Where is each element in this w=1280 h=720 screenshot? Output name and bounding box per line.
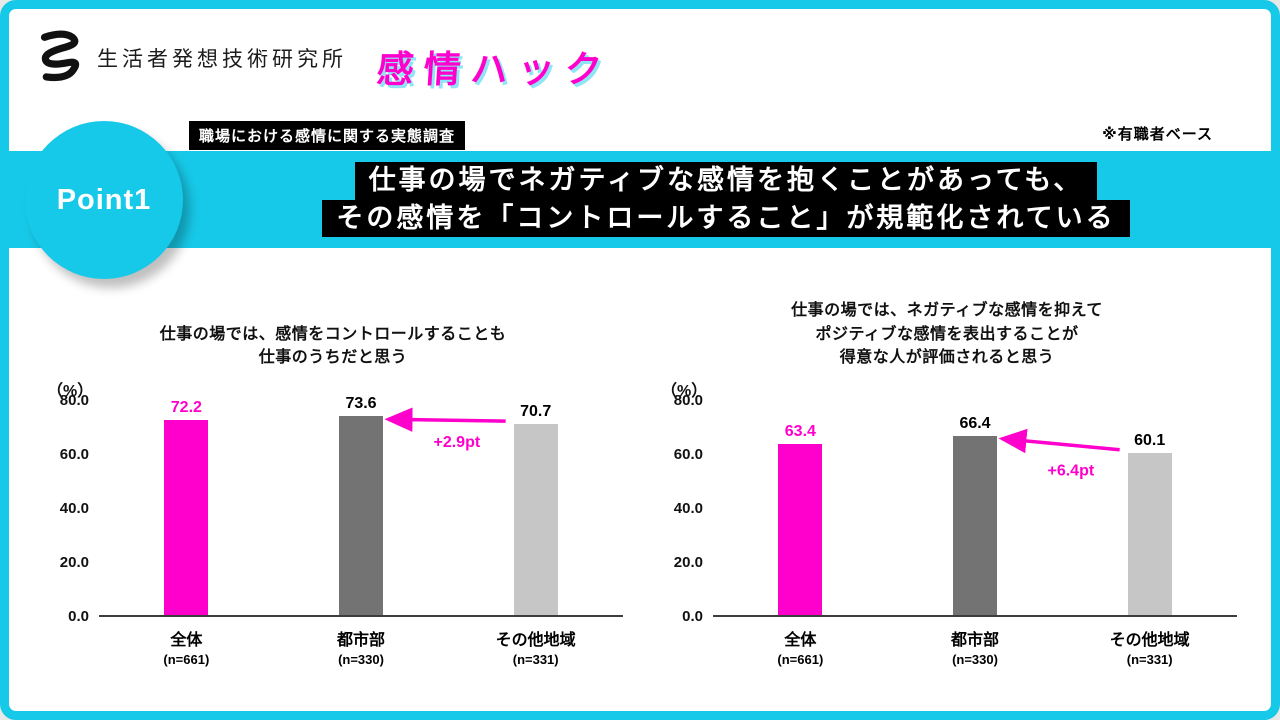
category-label: 全体 xyxy=(170,632,203,649)
institute-logo-icon xyxy=(40,30,80,82)
sample-size-label: (n=661) xyxy=(777,652,824,667)
sample-size-label: (n=331) xyxy=(1126,652,1173,667)
bar-value-label: 66.4 xyxy=(959,414,991,432)
bar-chart-positive-expression: 仕事の場では、ネガティブな感情を抑えて ポジティブな感情を表出することが 得意な人が… xyxy=(657,295,1237,667)
category-label-group: その他地域 (n=331) xyxy=(1062,626,1237,667)
y-tick-label: 40.0 xyxy=(59,500,89,517)
y-axis: 0.0 20.0 40.0 60.0 80.0 xyxy=(43,392,99,625)
sample-size-label: (n=330) xyxy=(338,652,384,667)
sample-size-label: (n=331) xyxy=(512,652,559,667)
point-number-badge: Point1 xyxy=(25,121,183,279)
category-label-group: 都市部 (n=330) xyxy=(274,626,449,667)
x-axis: 全体 (n=661) 都市部 (n=330) その他地域 (n=331) xyxy=(713,626,1237,667)
plot-area: 72.2 73.6 70.7 +2.9pt xyxy=(99,395,623,617)
headline-line-1: 仕事の場でネガティブな感情を抱くことがあっても、 xyxy=(354,162,1098,200)
y-axis-unit-label: （%） xyxy=(661,383,708,400)
category-label-group: 全体 (n=661) xyxy=(713,626,888,667)
bar-slot: 72.2 xyxy=(99,399,274,615)
y-tick-label: 40.0 xyxy=(673,500,703,517)
plot-row: 0.0 20.0 40.0 60.0 80.0 63.4 66.4 60.1 +6.4pt xyxy=(657,392,1237,625)
y-tick-label: 60.0 xyxy=(673,446,703,463)
bar-value-label: 60.1 xyxy=(1134,431,1166,449)
plot-area: 63.4 66.4 60.1 +6.4pt xyxy=(713,401,1237,617)
bar-slot: 60.1 xyxy=(1062,432,1237,615)
plot-row: 0.0 20.0 40.0 60.0 80.0 72.2 73.6 70.7 +2.9pt xyxy=(43,392,623,625)
chart-title-line: ポジティブな感情を表出することが xyxy=(815,325,1079,343)
headline-line-2: その感情を「コントロールすること」が規範化されている xyxy=(322,199,1130,237)
bar-slot: 70.7 xyxy=(448,403,623,615)
category-label-group: 全体 (n=661) xyxy=(99,626,274,667)
bar-全体 xyxy=(164,420,209,615)
chart-title: 仕事の場では、ネガティブな感情を抑えて ポジティブな感情を表出することが 得意な人が… xyxy=(657,295,1237,369)
y-tick-label: 20.0 xyxy=(673,554,703,571)
survey-title-badge: 職場における感情に関する実態調査 xyxy=(189,121,466,150)
y-tick-label: 80.0 xyxy=(59,392,89,409)
sample-size-label: (n=330) xyxy=(952,652,998,667)
header: 生活者発想技術研究所 xyxy=(31,27,347,89)
brand-logo: 感情ハック xyxy=(375,49,614,90)
bar-全体 xyxy=(778,443,823,615)
category-label: 都市部 xyxy=(951,632,1000,649)
charts-row: 仕事の場では、感情をコントロールすることも 仕事のうちだと思う （%） 0.0 20… xyxy=(9,295,1271,667)
category-label-group: その他地域 (n=331) xyxy=(448,626,623,667)
bar-value-label: 73.6 xyxy=(345,395,377,413)
y-tick-label: 80.0 xyxy=(673,392,703,409)
bar-slot: 73.6 xyxy=(274,395,449,615)
y-tick-label: 0.0 xyxy=(68,608,89,625)
chart-title-line: 仕事の場では、ネガティブな感情を抑えて xyxy=(791,302,1103,320)
y-tick-label: 20.0 xyxy=(59,554,89,571)
y-tick-label: 0.0 xyxy=(682,608,703,625)
bar-slot: 66.4 xyxy=(888,415,1063,615)
headline: 仕事の場でネガティブな感情を抱くことがあっても、 その感情を「コントロールするこ… xyxy=(181,162,1271,237)
category-label: 都市部 xyxy=(337,632,386,649)
sample-size-label: (n=661) xyxy=(163,652,210,667)
sample-base-note: ※有職者ベース xyxy=(1102,126,1213,143)
bar-chart-control-norm: 仕事の場では、感情をコントロールすることも 仕事のうちだと思う （%） 0.0 20… xyxy=(43,295,623,667)
y-tick-label: 60.0 xyxy=(59,446,89,463)
bar-その他地域 xyxy=(513,424,558,615)
bar-value-label: 72.2 xyxy=(170,399,202,417)
bar-都市部 xyxy=(339,416,383,615)
category-label-group: 都市部 (n=330) xyxy=(888,626,1063,667)
y-axis-unit-label: （%） xyxy=(47,383,94,400)
chart-title-line: 得意な人が評価されると思う xyxy=(839,348,1055,366)
category-label: その他地域 xyxy=(1109,632,1190,649)
chart-title-line: 仕事の場では、感情をコントロールすることも xyxy=(159,325,507,343)
chart-title-line: 仕事のうちだと思う xyxy=(258,348,408,366)
category-label: その他地域 xyxy=(495,632,576,649)
category-label: 全体 xyxy=(784,632,817,649)
bar-都市部 xyxy=(953,435,997,615)
bar-value-label: 70.7 xyxy=(520,403,552,421)
chart-title: 仕事の場では、感情をコントロールすることも 仕事のうちだと思う xyxy=(43,295,623,369)
point-banner: 仕事の場でネガティブな感情を抱くことがあっても、 その感情を「コントロールするこ… xyxy=(9,151,1271,248)
institute-name: 生活者発想技術研究所 xyxy=(97,48,347,71)
bar-slot: 63.4 xyxy=(713,423,888,615)
bar-その他地域 xyxy=(1127,452,1172,615)
y-axis: 0.0 20.0 40.0 60.0 80.0 xyxy=(657,392,713,625)
x-axis: 全体 (n=661) 都市部 (n=330) その他地域 (n=331) xyxy=(99,626,623,667)
bar-value-label: 63.4 xyxy=(784,422,816,440)
